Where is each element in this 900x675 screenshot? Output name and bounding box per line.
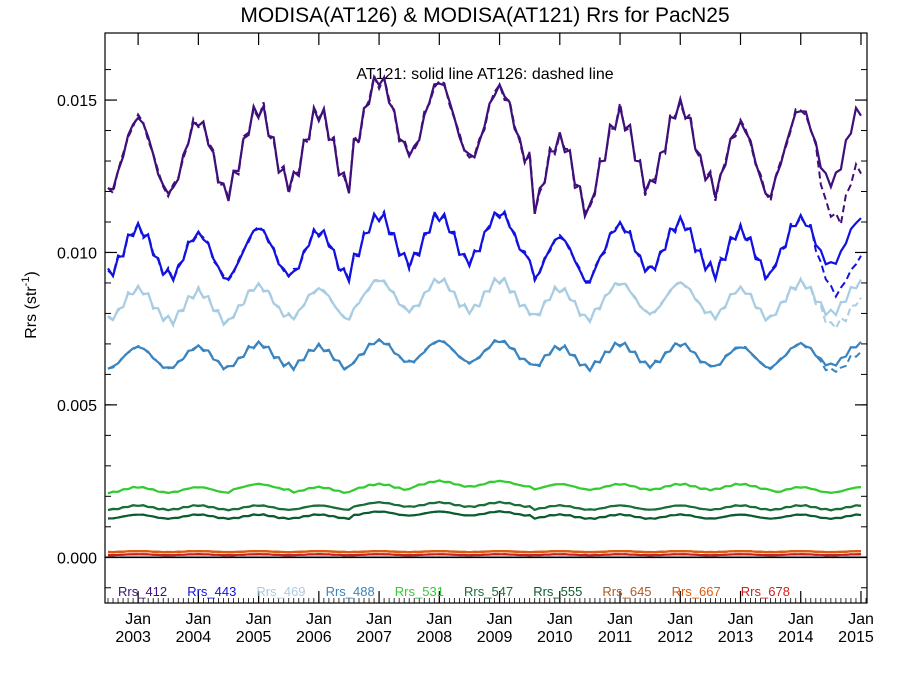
x-tick-month: Jan [246, 611, 272, 628]
line-at126-Rrs_547 [107, 500, 862, 512]
line-at126-Rrs_555 [107, 510, 862, 521]
series-Rrs_412 [107, 72, 862, 228]
x-tick-year: 2015 [838, 629, 874, 646]
x-tick-month: Jan [125, 611, 151, 628]
x-tick-month: Jan [185, 611, 211, 628]
x-tick-year: 2014 [778, 629, 814, 646]
series-Rrs_488 [107, 337, 862, 374]
line-at126-Rrs_488 [107, 338, 862, 374]
series-Rrs_547 [107, 500, 862, 512]
y-axis-label-main: Rrs (str [23, 286, 40, 339]
line-at126-Rrs_412 [107, 72, 862, 228]
series-Rrs_443 [107, 208, 862, 299]
x-tick-year: 2007 [356, 629, 392, 646]
plot-area [105, 72, 867, 559]
line-style-annotation: AT121: solid line AT126: dashed line [356, 66, 613, 83]
x-tick-month: Jan [667, 611, 693, 628]
line-at126-Rrs_469 [107, 275, 862, 331]
x-tick-month: Jan [547, 611, 573, 628]
x-tick-month: Jan [487, 611, 513, 628]
x-axis: Jan2003Jan2004Jan2005Jan2006Jan2007Jan20… [107, 33, 874, 646]
plot-frame [104, 32, 868, 604]
line-at121-Rrs_488 [107, 337, 862, 373]
legend-entry-Rrs_488: Rrs_488 [326, 584, 375, 599]
y-axis-label-close: ) [23, 271, 40, 276]
svg-text:Rrs (str-1): Rrs (str-1) [20, 271, 40, 339]
y-tick-label: 0.000 [57, 550, 97, 567]
line-at126-Rrs_443 [107, 208, 862, 299]
x-tick-month: Jan [366, 611, 392, 628]
x-tick-month: Jan [788, 611, 814, 628]
line-at121-Rrs_412 [107, 74, 862, 221]
x-tick-year: 2012 [657, 629, 693, 646]
x-tick-year: 2010 [537, 629, 573, 646]
series-Rrs_667 [107, 549, 862, 554]
legend-entry-Rrs_555: Rrs_555 [533, 584, 582, 599]
line-at126-Rrs_667 [107, 550, 862, 554]
legend-entry-Rrs_469: Rrs_469 [256, 584, 305, 599]
legend-entry-Rrs_547: Rrs_547 [464, 584, 513, 599]
x-tick-year: 2008 [417, 629, 453, 646]
y-axis-label: Rrs (str-1) [20, 271, 40, 339]
x-tick-month: Jan [728, 611, 754, 628]
x-tick-year: 2009 [477, 629, 513, 646]
legend-entry-Rrs_667: Rrs_667 [672, 584, 721, 599]
y-axis: 0.000 0.005 0.010 0.015 [57, 69, 867, 589]
x-tick-year: 2006 [296, 629, 332, 646]
line-at126-Rrs_531 [107, 479, 862, 495]
series-Rrs_531 [107, 479, 862, 495]
x-tick-year: 2005 [236, 629, 272, 646]
legend: Rrs_412 Rrs_443 Rrs_469 Rrs_488 Rrs_531 Rrs_5… [118, 584, 790, 599]
y-tick-label: 0.010 [57, 245, 97, 262]
series-Rrs_555 [107, 510, 862, 521]
x-tick-month: Jan [306, 611, 332, 628]
x-tick-month: Jan [848, 611, 874, 628]
legend-entry-Rrs_443: Rrs_443 [187, 584, 236, 599]
x-tick-year: 2003 [115, 629, 151, 646]
legend-entry-Rrs_645: Rrs_645 [602, 584, 651, 599]
y-tick-label: 0.015 [57, 93, 97, 110]
y-axis-label-superscript: -1 [20, 277, 32, 287]
y-tick-label: 0.005 [57, 398, 97, 415]
legend-entry-Rrs_412: Rrs_412 [118, 584, 167, 599]
series-Rrs_469 [107, 275, 862, 331]
line-at126-Rrs_678 [108, 553, 862, 557]
x-tick-year: 2011 [598, 629, 633, 646]
legend-entry-Rrs_531: Rrs_531 [395, 584, 444, 599]
x-tick-year: 2004 [176, 629, 212, 646]
series-Rrs_678 [108, 552, 862, 557]
legend-entry-Rrs_678: Rrs_678 [741, 584, 790, 599]
x-tick-month: Jan [607, 611, 633, 628]
chart-title: MODISA(AT126) & MODISA(AT121) Rrs for Pa… [240, 4, 729, 27]
x-tick-year: 2013 [718, 629, 754, 646]
x-tick-month: Jan [426, 611, 452, 628]
